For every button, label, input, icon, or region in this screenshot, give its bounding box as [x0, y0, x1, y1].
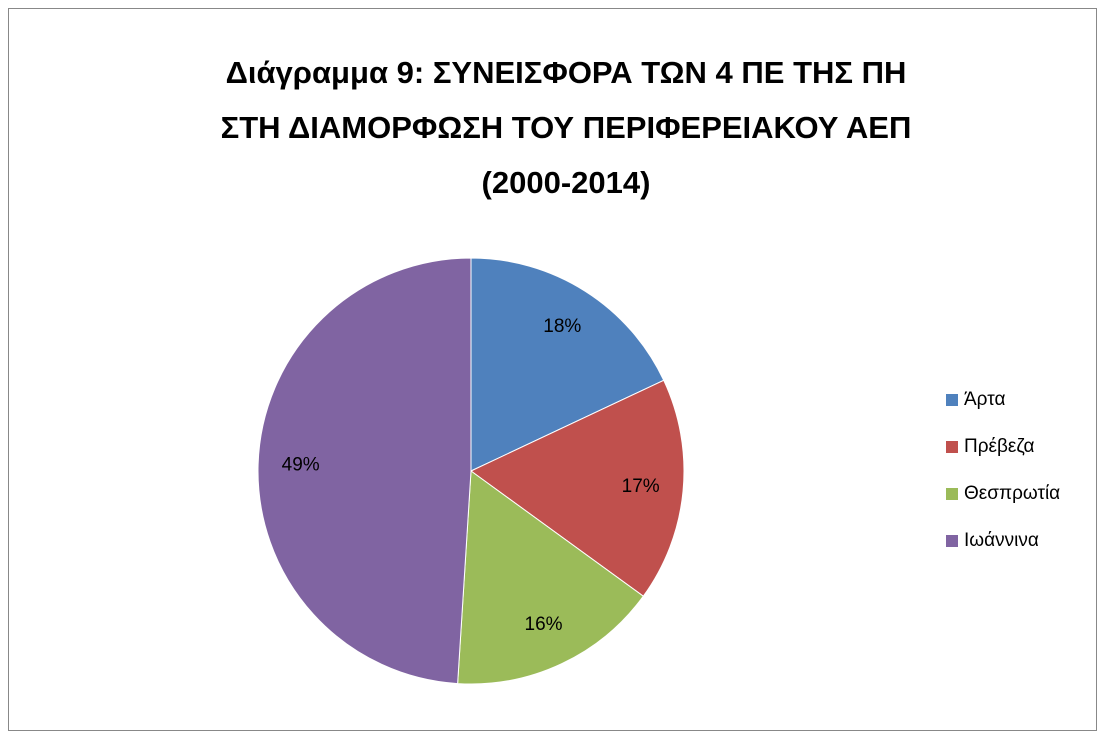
- pie-slice: [257, 257, 472, 685]
- pie-slice: [470, 379, 685, 597]
- chart-title: (2000-2014): [482, 165, 651, 200]
- legend-swatch: [946, 394, 958, 406]
- legend-swatch: [946, 488, 958, 500]
- chart-title: Διάγραμμα 9: ΣΥΝΕΙΣΦΟΡΑ ΤΩΝ 4 ΠΕ ΤΗΣ ΠΗ: [226, 55, 907, 90]
- data-label: 16%: [525, 614, 563, 635]
- legend-label: Πρέβεζα: [964, 436, 1035, 457]
- legend-label: Ιωάννινα: [964, 530, 1039, 551]
- pie-slice: [457, 470, 645, 685]
- data-label: 17%: [622, 476, 660, 497]
- chart-title: ΣΤΗ ΔΙΑΜΟΡΦΩΣΗ ΤΟΥ ΠΕΡΙΦΕΡΕΙΑΚΟΥ ΑΕΠ: [221, 110, 912, 145]
- legend-swatch: [946, 535, 958, 547]
- legend-swatch: [946, 441, 958, 453]
- data-label: 49%: [282, 455, 320, 476]
- pie-slice: [470, 257, 665, 472]
- legend-label: Άρτα: [964, 389, 1005, 410]
- data-label: 18%: [543, 316, 581, 337]
- legend-label: Θεσπρωτία: [964, 483, 1060, 504]
